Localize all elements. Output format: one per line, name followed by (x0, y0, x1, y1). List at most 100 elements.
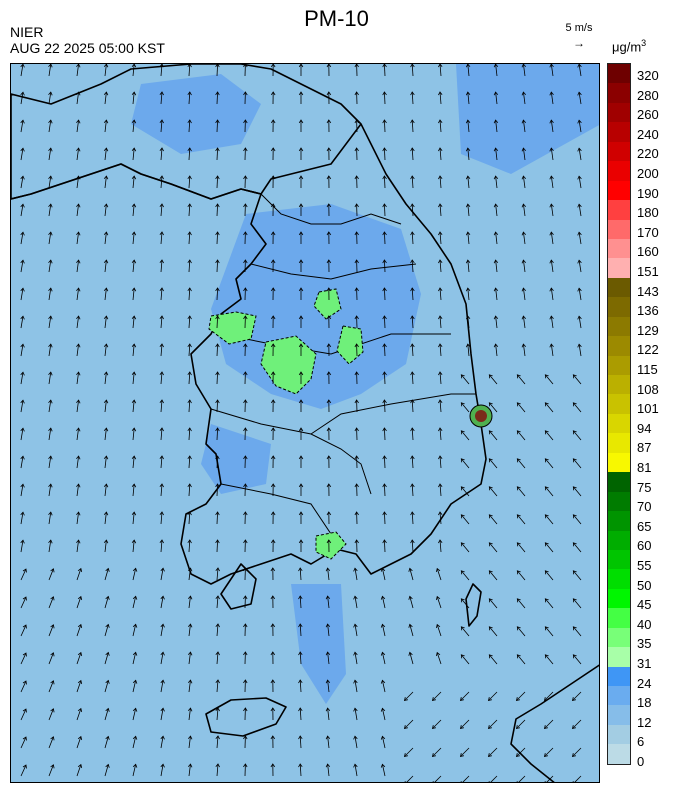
wind-vector (132, 64, 135, 77)
wind-vector (523, 92, 526, 105)
wind-vector-head (326, 64, 332, 68)
wind-vector (20, 736, 27, 749)
wind-vector (436, 624, 442, 637)
wind-vector (439, 511, 442, 525)
wind-vector (48, 484, 52, 497)
wind-vector-head (20, 259, 25, 264)
colorbar-segment (608, 647, 630, 667)
wind-vector-head (298, 175, 304, 180)
wind-vector-head (105, 679, 110, 684)
wind-vector-head (298, 315, 304, 320)
wind-vector-head (436, 567, 441, 573)
colorbar-tick-label: 18 (637, 695, 652, 711)
wind-vector-head (298, 64, 304, 68)
wind-vector-head (488, 626, 493, 631)
wind-vector (216, 175, 218, 189)
wind-vector (188, 539, 191, 553)
wind-vector (216, 343, 218, 357)
wind-vector (439, 259, 442, 273)
wind-vector (572, 719, 582, 729)
wind-vector-head (105, 595, 110, 600)
colorbar-tick-label: 50 (637, 577, 652, 593)
wind-vector-head (380, 679, 386, 684)
wind-vector-head (22, 680, 27, 685)
wind-vector-head (48, 64, 53, 68)
wind-vector (516, 458, 526, 469)
wind-vector (20, 652, 27, 665)
colorbar-segment (608, 258, 630, 278)
wind-vector (488, 570, 498, 581)
wind-vector-head (465, 343, 471, 348)
wind-vector (48, 204, 52, 217)
wind-vector (523, 316, 526, 329)
wind-vector-head (215, 679, 220, 684)
wind-vector (550, 288, 554, 301)
wind-vector-head (103, 455, 109, 460)
wind-vector (488, 626, 498, 637)
wind-vector-head (571, 753, 576, 758)
wind-vector (76, 120, 79, 133)
wind-vector (20, 372, 24, 385)
colorbar-segment (608, 724, 630, 745)
wind-vector-head (20, 427, 25, 432)
wind-vector (104, 120, 107, 133)
wind-vector (160, 511, 163, 525)
wind-vector-head (543, 753, 548, 758)
wind-vector-head (549, 259, 554, 264)
wind-vector (76, 764, 82, 777)
wind-vector (188, 371, 191, 385)
wind-vector-head (465, 175, 471, 180)
wind-vector-head (487, 725, 492, 730)
wind-vector (20, 176, 24, 189)
wind-vector-head (270, 679, 276, 684)
wind-vector-head (160, 623, 165, 628)
wind-vector-head (549, 231, 554, 236)
wind-vector (76, 484, 79, 497)
wind-vector-head (544, 542, 549, 547)
wind-vector (404, 691, 414, 701)
wind-vector (20, 456, 24, 469)
colorbar-segment (608, 569, 630, 589)
wind-vector-head (353, 567, 358, 572)
wind-vector-head (77, 679, 83, 685)
wind-vector-head (298, 231, 304, 236)
colorbar-tick-label: 12 (637, 714, 652, 730)
wind-vector (578, 148, 582, 161)
wind-vector (384, 91, 386, 105)
wind-vector-head (572, 402, 577, 407)
wind-vector (488, 691, 498, 701)
wind-vector (434, 775, 442, 782)
wind-vector-head (549, 203, 554, 208)
wind-vector (488, 542, 498, 553)
wind-vector (76, 708, 82, 721)
wind-vector-head (488, 430, 493, 435)
wind-vector (188, 483, 191, 497)
wind-vector (104, 64, 107, 77)
wind-vector (495, 148, 498, 161)
wind-vector-head (103, 203, 109, 208)
wind-vector (467, 232, 470, 245)
wind-vector-head (577, 287, 582, 292)
wind-vector (467, 120, 470, 133)
wind-vector (20, 232, 24, 245)
wind-vector (523, 232, 526, 245)
wind-vector-head (326, 455, 332, 460)
wind-vector-head (187, 231, 192, 236)
wind-vector (132, 540, 135, 553)
wind-vector-head (382, 343, 387, 348)
wind-vector (20, 260, 24, 273)
wind-vector-head (215, 231, 220, 236)
wind-vector (516, 747, 526, 757)
wind-vector-head (354, 119, 359, 124)
wind-vector-head (354, 483, 359, 488)
wind-vector-head (326, 203, 332, 208)
wind-vector-head (50, 596, 55, 601)
wind-vector (160, 315, 163, 329)
wind-vector-head (380, 567, 386, 572)
wind-vector (20, 764, 27, 777)
wind-vector-head (382, 511, 387, 516)
wind-vector-head (515, 725, 520, 730)
wind-vector (544, 542, 554, 553)
wind-vector (460, 542, 470, 553)
wind-vector-head (438, 147, 443, 152)
